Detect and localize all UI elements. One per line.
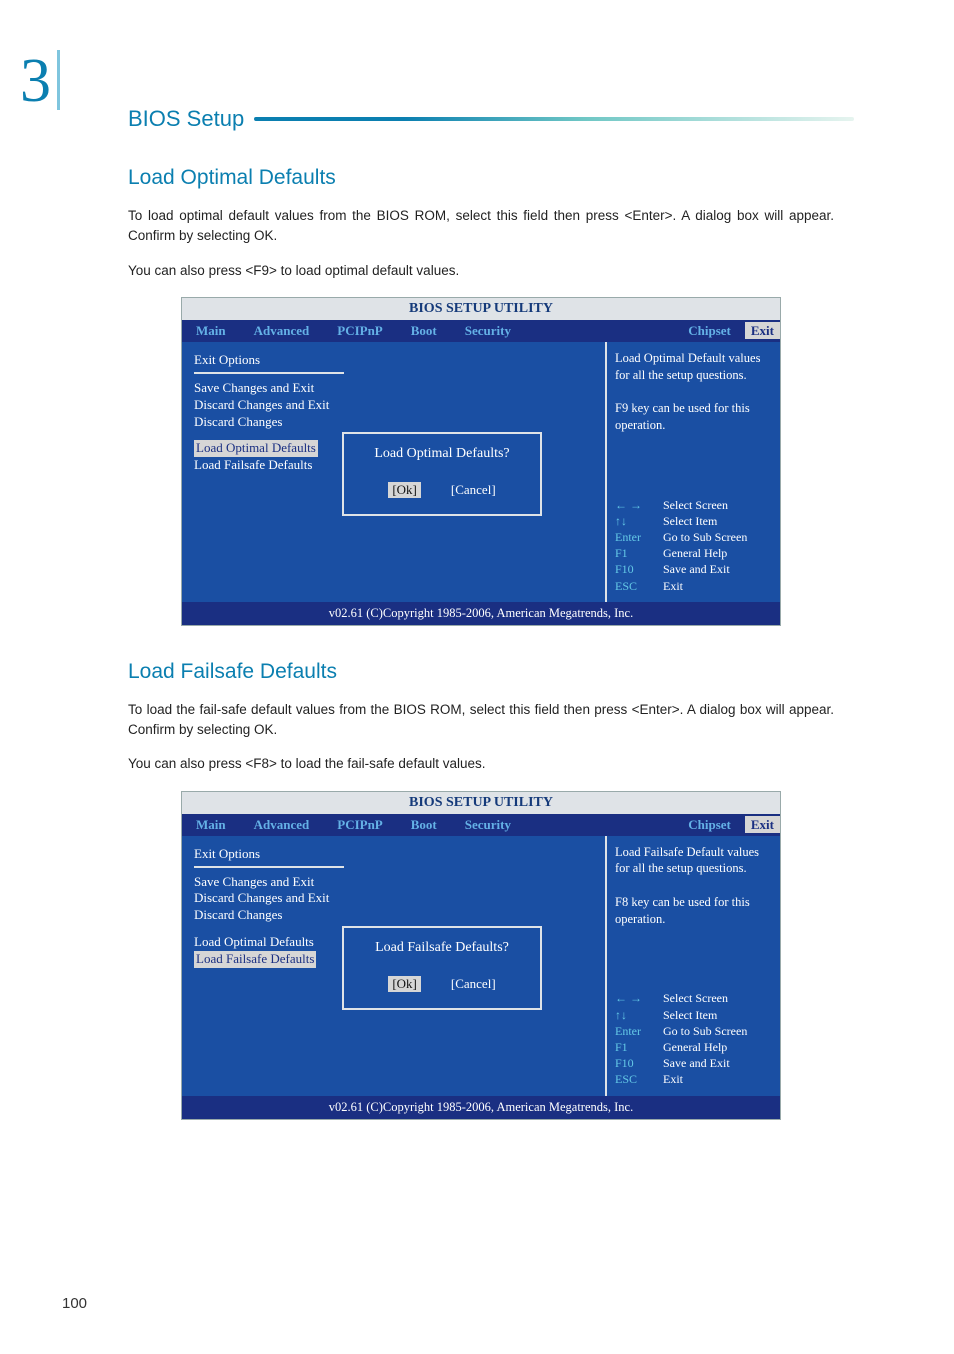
hk-act: Exit bbox=[663, 1071, 683, 1087]
exit-item-load-optimal[interactable]: Load Optimal Defaults bbox=[194, 440, 318, 457]
exit-item-discard[interactable]: Discard Changes bbox=[194, 907, 593, 924]
heading-failsafe: Load Failsafe Defaults bbox=[128, 660, 834, 684]
hk-key: ← → bbox=[615, 990, 663, 1006]
hk-act: Go to Sub Screen bbox=[663, 529, 747, 545]
dialog-cancel-button[interactable]: [Cancel] bbox=[451, 976, 496, 992]
bios-footer: v02.61 (C)Copyright 1985-2006, American … bbox=[182, 602, 780, 625]
hk-act: Select Screen bbox=[663, 990, 728, 1006]
page-content: Load Optimal Defaults To load optimal de… bbox=[128, 166, 834, 1120]
bios-body: Exit Options Save Changes and Exit Disca… bbox=[182, 836, 780, 1096]
bios-tabs: Main Advanced PCIPnP Boot Security Chips… bbox=[182, 814, 780, 836]
bios-keyhelp: ← →Select Screen ↑↓Select Item EnterGo t… bbox=[615, 990, 772, 1087]
hk-key: F10 bbox=[615, 561, 663, 577]
bios-screenshot-failsafe: BIOS SETUP UTILITY Main Advanced PCIPnP … bbox=[181, 791, 781, 1120]
dialog-load-optimal: Load Optimal Defaults? [Ok] [Cancel] bbox=[342, 432, 542, 516]
bios-title: BIOS SETUP UTILITY bbox=[182, 792, 780, 814]
page-number: 100 bbox=[62, 1295, 87, 1312]
heading-optimal: Load Optimal Defaults bbox=[128, 166, 834, 190]
hk-act: Save and Exit bbox=[663, 561, 730, 577]
chapter-number: 3 bbox=[20, 54, 51, 110]
bios-left-panel: Exit Options Save Changes and Exit Disca… bbox=[182, 836, 605, 1096]
bios-help-panel: Load Optimal Default values for all the … bbox=[605, 342, 780, 602]
hk-key: ↑↓ bbox=[615, 1007, 663, 1023]
hk-key: ESC bbox=[615, 1071, 663, 1087]
section-header: BIOS Setup bbox=[128, 106, 954, 132]
tab-advanced[interactable]: Advanced bbox=[240, 817, 324, 833]
chapter-separator bbox=[57, 50, 60, 110]
exit-options-header: Exit Options bbox=[194, 352, 593, 368]
dialog-load-failsafe: Load Failsafe Defaults? [Ok] [Cancel] bbox=[342, 926, 542, 1010]
bios-keyhelp: ← →Select Screen ↑↓Select Item EnterGo t… bbox=[615, 497, 772, 594]
tab-boot[interactable]: Boot bbox=[397, 323, 451, 339]
exit-item-discard[interactable]: Discard Changes bbox=[194, 414, 593, 431]
bios-help-text: Load Failsafe Default values for all the… bbox=[615, 844, 772, 928]
dialog-question: Load Optimal Defaults? bbox=[354, 446, 530, 462]
hk-act: General Help bbox=[663, 1039, 727, 1055]
exit-item-save[interactable]: Save Changes and Exit bbox=[194, 874, 593, 891]
hk-key: ← → bbox=[615, 497, 663, 513]
tab-chipset[interactable]: Chipset bbox=[674, 817, 745, 833]
exit-item-discard-exit[interactable]: Discard Changes and Exit bbox=[194, 890, 593, 907]
hk-key: F1 bbox=[615, 545, 663, 561]
section-title: BIOS Setup bbox=[128, 106, 244, 132]
para-failsafe-2: You can also press <F8> to load the fail… bbox=[128, 754, 834, 774]
dialog-ok-button[interactable]: [Ok] bbox=[388, 976, 421, 992]
bios-help-panel: Load Failsafe Default values for all the… bbox=[605, 836, 780, 1096]
exit-options-rule bbox=[194, 372, 344, 374]
bios-help-text: Load Optimal Default values for all the … bbox=[615, 350, 772, 434]
para-optimal-1: To load optimal default values from the … bbox=[128, 206, 834, 247]
para-optimal-2: You can also press <F9> to load optimal … bbox=[128, 261, 834, 281]
hk-key: ↑↓ bbox=[615, 513, 663, 529]
exit-options-rule bbox=[194, 866, 344, 868]
tab-pcipnp[interactable]: PCIPnP bbox=[323, 817, 397, 833]
tab-security[interactable]: Security bbox=[451, 817, 525, 833]
hk-key: F1 bbox=[615, 1039, 663, 1055]
hk-act: Select Screen bbox=[663, 497, 728, 513]
bios-footer: v02.61 (C)Copyright 1985-2006, American … bbox=[182, 1096, 780, 1119]
tab-exit[interactable]: Exit bbox=[745, 322, 780, 339]
exit-item-load-failsafe[interactable]: Load Failsafe Defaults bbox=[194, 951, 316, 968]
para-failsafe-1: To load the fail-safe default values fro… bbox=[128, 700, 834, 741]
tab-pcipnp[interactable]: PCIPnP bbox=[323, 323, 397, 339]
section-rule bbox=[254, 117, 854, 121]
exit-options-header: Exit Options bbox=[194, 846, 593, 862]
bios-body: Exit Options Save Changes and Exit Disca… bbox=[182, 342, 780, 602]
dialog-ok-button[interactable]: [Ok] bbox=[388, 482, 421, 498]
hk-key: Enter bbox=[615, 529, 663, 545]
hk-key: ESC bbox=[615, 578, 663, 594]
tab-advanced[interactable]: Advanced bbox=[240, 323, 324, 339]
hk-act: Exit bbox=[663, 578, 683, 594]
hk-key: F10 bbox=[615, 1055, 663, 1071]
exit-item-discard-exit[interactable]: Discard Changes and Exit bbox=[194, 397, 593, 414]
tab-security[interactable]: Security bbox=[451, 323, 525, 339]
hk-key: Enter bbox=[615, 1023, 663, 1039]
dialog-cancel-button[interactable]: [Cancel] bbox=[451, 482, 496, 498]
dialog-question: Load Failsafe Defaults? bbox=[354, 940, 530, 956]
tab-exit[interactable]: Exit bbox=[745, 816, 780, 833]
bios-title: BIOS SETUP UTILITY bbox=[182, 298, 780, 320]
tab-main[interactable]: Main bbox=[182, 817, 240, 833]
hk-act: Select Item bbox=[663, 1007, 717, 1023]
tab-boot[interactable]: Boot bbox=[397, 817, 451, 833]
hk-act: General Help bbox=[663, 545, 727, 561]
tab-chipset[interactable]: Chipset bbox=[674, 323, 745, 339]
exit-item-save[interactable]: Save Changes and Exit bbox=[194, 380, 593, 397]
tab-main[interactable]: Main bbox=[182, 323, 240, 339]
chapter-badge: 3 bbox=[20, 50, 60, 110]
hk-act: Save and Exit bbox=[663, 1055, 730, 1071]
hk-act: Select Item bbox=[663, 513, 717, 529]
hk-act: Go to Sub Screen bbox=[663, 1023, 747, 1039]
bios-left-panel: Exit Options Save Changes and Exit Disca… bbox=[182, 342, 605, 602]
bios-screenshot-optimal: BIOS SETUP UTILITY Main Advanced PCIPnP … bbox=[181, 297, 781, 626]
bios-tabs: Main Advanced PCIPnP Boot Security Chips… bbox=[182, 320, 780, 342]
